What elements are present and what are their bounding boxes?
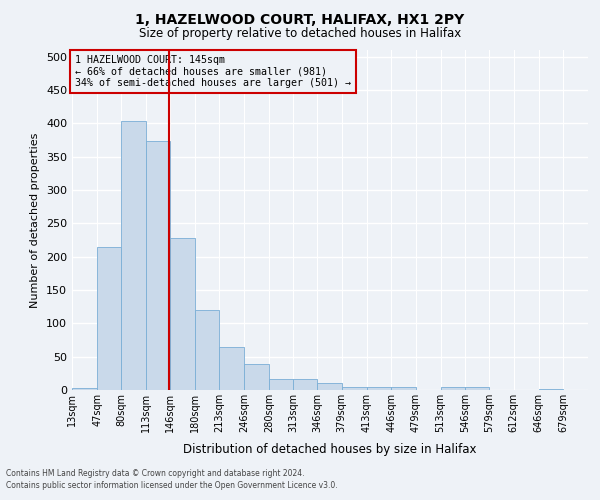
Bar xyxy=(391,386,416,390)
Bar xyxy=(465,388,489,390)
Bar xyxy=(367,386,391,390)
Text: Contains public sector information licensed under the Open Government Licence v3: Contains public sector information licen… xyxy=(6,481,338,490)
Text: 1 HAZELWOOD COURT: 145sqm
← 66% of detached houses are smaller (981)
34% of semi: 1 HAZELWOOD COURT: 145sqm ← 66% of detac… xyxy=(74,55,350,88)
Bar xyxy=(121,122,146,390)
Bar xyxy=(220,346,244,390)
Text: 1, HAZELWOOD COURT, HALIFAX, HX1 2PY: 1, HAZELWOOD COURT, HALIFAX, HX1 2PY xyxy=(136,12,464,26)
Bar xyxy=(195,310,220,390)
Bar xyxy=(244,364,269,390)
Bar xyxy=(440,388,465,390)
Bar xyxy=(342,386,367,390)
Y-axis label: Number of detached properties: Number of detached properties xyxy=(31,132,40,308)
Text: Contains HM Land Registry data © Crown copyright and database right 2024.: Contains HM Land Registry data © Crown c… xyxy=(6,468,305,477)
Bar xyxy=(97,246,121,390)
Bar xyxy=(269,378,293,390)
Text: Size of property relative to detached houses in Halifax: Size of property relative to detached ho… xyxy=(139,28,461,40)
Bar xyxy=(539,388,563,390)
Bar xyxy=(317,382,342,390)
Bar xyxy=(146,142,170,390)
Text: Distribution of detached houses by size in Halifax: Distribution of detached houses by size … xyxy=(183,442,477,456)
Bar xyxy=(170,238,195,390)
Bar xyxy=(72,388,97,390)
Bar xyxy=(293,378,317,390)
